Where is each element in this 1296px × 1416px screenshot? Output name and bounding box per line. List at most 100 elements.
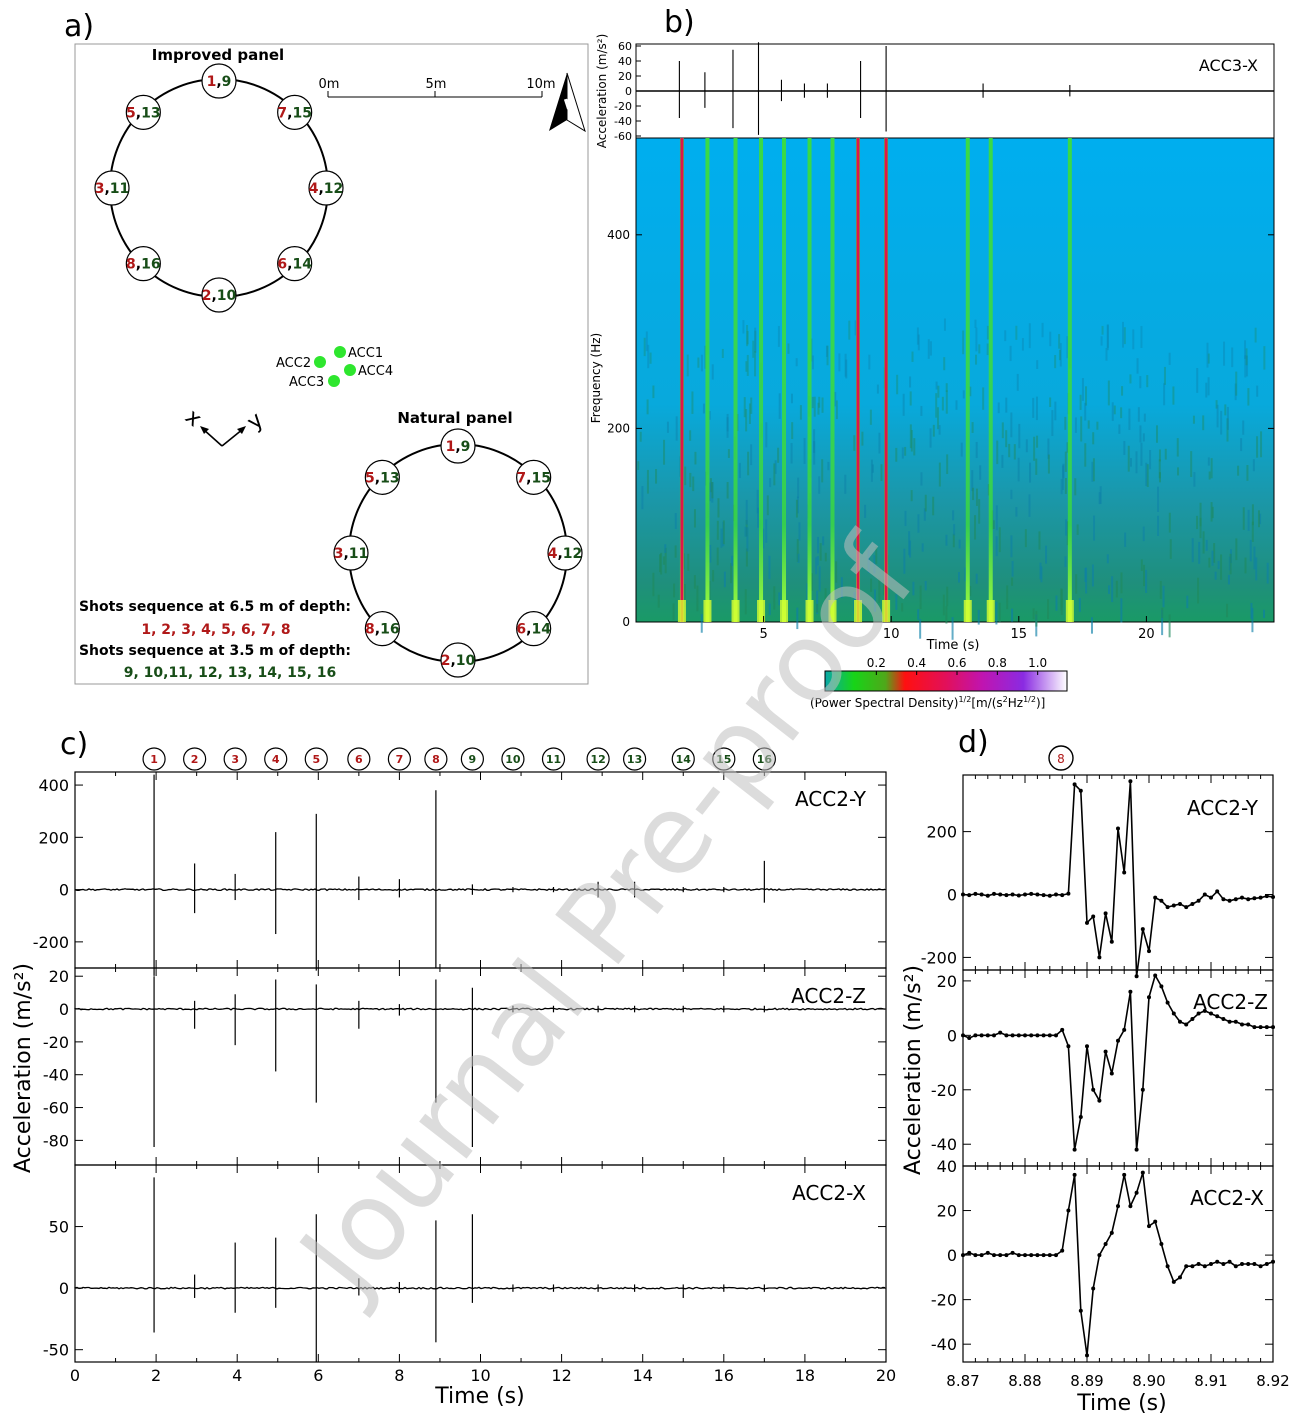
spec-texture-streak bbox=[1035, 396, 1038, 421]
natural-hole-red: 6 bbox=[516, 622, 526, 638]
spec-texture-streak bbox=[766, 495, 769, 516]
c-ytick-label: 0 bbox=[59, 881, 69, 900]
spec-texture-streak bbox=[697, 357, 700, 368]
spec-texture-streak bbox=[895, 447, 898, 462]
improved-hole-circle bbox=[125, 246, 161, 282]
d-trace-point bbox=[1004, 1253, 1009, 1258]
d-trace3-frame bbox=[962, 1165, 1274, 1363]
acc1-label: ACC1 bbox=[348, 346, 383, 361]
spec-texture-streak bbox=[1205, 382, 1208, 398]
spec-texture-streak bbox=[835, 400, 838, 420]
spec-texture-streak bbox=[655, 469, 658, 484]
colorbar-label: (Power Spectral Density)1/2[m/(s2Hz1/2)] bbox=[810, 695, 1045, 710]
d-traces bbox=[961, 779, 1275, 1358]
spec-texture-streak bbox=[645, 331, 648, 352]
spec-texture-streak bbox=[1247, 388, 1250, 406]
d-trace-point bbox=[1041, 893, 1046, 898]
spec-texture-streak bbox=[917, 514, 920, 533]
improved-hole: 8,16 bbox=[125, 246, 161, 282]
spec-texture-streak bbox=[868, 354, 871, 370]
d-trace-point bbox=[1209, 895, 1213, 900]
spec-texture-streak bbox=[1074, 478, 1077, 496]
natural-hole-label: 2,10 bbox=[441, 653, 476, 669]
improved-hole-circle bbox=[94, 170, 130, 206]
spec-texture-streak bbox=[790, 393, 793, 404]
spec-texture-streak bbox=[876, 384, 879, 394]
d-trace-point bbox=[979, 1033, 984, 1038]
d-trace-point bbox=[1233, 1264, 1238, 1269]
c-ytick-label: -20 bbox=[43, 1033, 69, 1052]
spec-texture-streak bbox=[1024, 529, 1027, 548]
spec-texture-streak bbox=[964, 567, 967, 582]
spec-texture-streak bbox=[1208, 471, 1211, 480]
colorbar-label-sup3: 1/2 bbox=[1023, 695, 1036, 704]
spec-texture-streak bbox=[1229, 553, 1232, 575]
spec-texture-streak bbox=[696, 585, 699, 612]
d-trace-point bbox=[985, 1033, 990, 1038]
spec-texture-streak bbox=[1157, 486, 1160, 512]
spec-texture-streak bbox=[768, 603, 771, 616]
panel-d-letter: d) bbox=[958, 725, 989, 760]
c-ytick-label: 0 bbox=[59, 1279, 69, 1298]
b-xtick-label: 10 bbox=[883, 627, 900, 642]
spec-texture-streak bbox=[708, 580, 711, 604]
spec-texture-streak bbox=[1266, 562, 1269, 584]
spec-texture-streak bbox=[1108, 585, 1111, 594]
spec-texture-streak bbox=[1217, 560, 1220, 570]
d-trace-point bbox=[1153, 1219, 1158, 1224]
spec-event-base bbox=[963, 600, 972, 622]
c-xtick-label: 8 bbox=[394, 1366, 404, 1385]
improved-hole-red: 5 bbox=[126, 105, 136, 121]
c-ylabel: Acceleration (m/s²) bbox=[11, 963, 36, 1173]
spec-texture-streak bbox=[1106, 554, 1109, 564]
colorbar-tick-label: 1.0 bbox=[1028, 656, 1047, 670]
natural-hole-green: 9 bbox=[461, 439, 471, 455]
spec-texture-streak bbox=[920, 472, 923, 486]
spec-texture-streak bbox=[912, 581, 915, 596]
spec-texture-streak bbox=[1008, 443, 1011, 458]
d-trace-point bbox=[1134, 1190, 1139, 1195]
spec-texture-streak bbox=[932, 424, 935, 437]
spec-texture-streak bbox=[880, 464, 883, 481]
d-trace-point bbox=[1041, 1033, 1046, 1038]
spec-texture-streak bbox=[1093, 515, 1096, 541]
d-trace-point bbox=[1010, 1033, 1015, 1038]
spec-texture-streak bbox=[986, 343, 989, 356]
d-shot-marker bbox=[1048, 745, 1074, 771]
spec-texture-streak bbox=[819, 543, 822, 561]
d-trace-point bbox=[1029, 1253, 1034, 1258]
c-shot-circle bbox=[460, 747, 484, 771]
d-trace-point bbox=[1047, 1253, 1052, 1258]
spec-texture-streak bbox=[790, 442, 793, 464]
spec-texture-streak bbox=[1139, 376, 1142, 389]
c-ytick-label: -200 bbox=[33, 933, 69, 952]
spec-texture-streak bbox=[910, 430, 913, 452]
improved-hole: 5,13 bbox=[125, 94, 161, 130]
spec-texture-streak bbox=[1001, 454, 1004, 468]
spec-texture-streak bbox=[652, 572, 655, 597]
natural-hole: 5,13 bbox=[364, 459, 400, 495]
spec-texture-streak bbox=[945, 606, 948, 624]
spec-texture-streak bbox=[927, 339, 930, 359]
spec-texture-streak bbox=[726, 417, 729, 438]
spec-texture-streak bbox=[916, 327, 919, 345]
natural-hole: 6,14 bbox=[516, 611, 552, 647]
spec-texture-streak bbox=[1006, 585, 1009, 610]
spec-texture-streak bbox=[1010, 489, 1013, 500]
spec-texture-streak bbox=[1223, 341, 1226, 366]
d-trace-point bbox=[1010, 1250, 1015, 1255]
natural-hole-red: 7 bbox=[516, 470, 526, 486]
spec-texture-streak bbox=[796, 607, 799, 630]
spec-texture-streak bbox=[754, 351, 757, 377]
c-shot-circle bbox=[671, 747, 695, 771]
d-trace-point bbox=[1078, 1115, 1083, 1119]
spec-texture-streak bbox=[1081, 378, 1084, 401]
natural-hole: 1,9 bbox=[440, 428, 476, 464]
c-xtick-label: 12 bbox=[551, 1366, 571, 1385]
spec-texture-streak bbox=[750, 397, 753, 414]
panel-b-letter: b) bbox=[664, 5, 695, 40]
d-trace-point bbox=[1140, 1170, 1145, 1175]
natural-hole: 4,12 bbox=[547, 535, 583, 571]
spec-texture-streak bbox=[773, 463, 776, 486]
c-shot-circle bbox=[586, 747, 610, 771]
